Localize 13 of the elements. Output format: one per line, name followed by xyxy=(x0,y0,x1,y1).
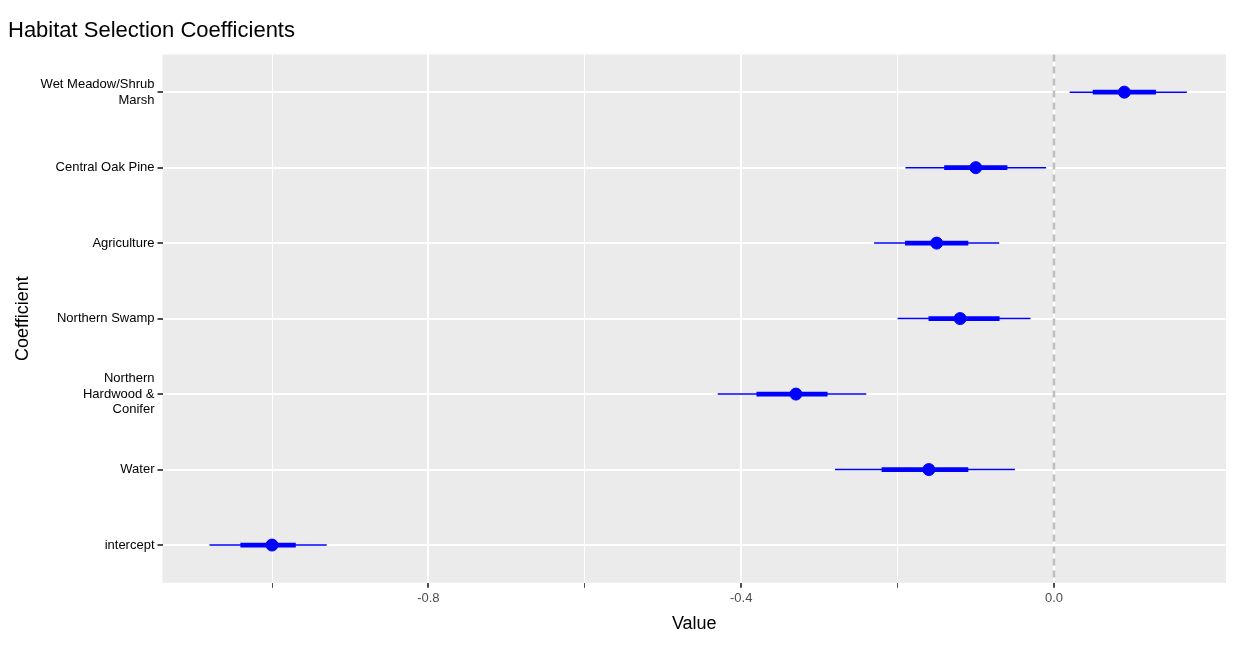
y-tick-label: Northern Swamp xyxy=(56,310,155,326)
y-tick-label: Water xyxy=(120,461,156,477)
x-axis-title: Value xyxy=(671,613,717,634)
y-tick-label: Wet Meadow/Shrub Marsh xyxy=(40,75,155,107)
y-tick-label: Northern Hardwood & Conifer xyxy=(82,370,156,417)
chart-title: Habitat Selection Coefficients xyxy=(8,17,295,43)
y-axis-title: Coefficient xyxy=(11,276,32,361)
y-tick-label: intercept xyxy=(104,536,155,552)
y-tick-label: Agriculture xyxy=(92,234,155,250)
y-tick-label: Central Oak Pine xyxy=(55,159,155,175)
x-tick-label: -0.4 xyxy=(729,590,753,606)
x-tick-label: -0.8 xyxy=(417,590,440,606)
x-tick-label: 0.0 xyxy=(1044,590,1064,606)
